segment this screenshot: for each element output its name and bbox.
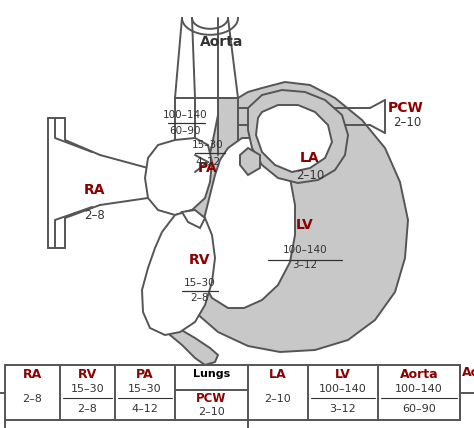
Polygon shape <box>142 210 215 335</box>
Text: 100–140: 100–140 <box>283 245 328 255</box>
Text: 4–12: 4–12 <box>132 404 158 414</box>
Text: 60–90: 60–90 <box>402 404 436 414</box>
Polygon shape <box>165 322 218 365</box>
Text: 2–8: 2–8 <box>85 208 105 222</box>
Polygon shape <box>248 90 348 183</box>
Polygon shape <box>198 138 295 308</box>
Text: 2–8: 2–8 <box>23 394 43 404</box>
Polygon shape <box>240 148 260 175</box>
Text: 2–10: 2–10 <box>296 169 324 181</box>
Text: RA: RA <box>84 183 106 197</box>
Text: PCW: PCW <box>196 392 227 405</box>
Text: 15–30: 15–30 <box>184 278 216 288</box>
Text: 4–12: 4–12 <box>195 157 220 167</box>
Text: 2–10: 2–10 <box>198 407 225 417</box>
Text: 100–140: 100–140 <box>319 384 367 394</box>
Text: Aorta: Aorta <box>462 366 474 380</box>
Text: LV: LV <box>335 369 351 381</box>
Text: LA: LA <box>300 151 320 165</box>
Text: 15–30: 15–30 <box>71 384 104 394</box>
Text: 3–12: 3–12 <box>292 260 318 270</box>
Text: 2–10: 2–10 <box>393 116 421 128</box>
Polygon shape <box>170 82 408 352</box>
Bar <box>5 365 460 420</box>
Text: 15–30: 15–30 <box>192 140 224 150</box>
Text: 2–8: 2–8 <box>191 293 209 303</box>
Text: RA: RA <box>23 369 42 381</box>
Text: 15–30: 15–30 <box>128 384 162 394</box>
Text: PA: PA <box>198 161 218 175</box>
Text: 2–8: 2–8 <box>78 404 98 414</box>
Text: Lungs: Lungs <box>193 369 230 379</box>
Text: 100–140: 100–140 <box>163 110 207 120</box>
Polygon shape <box>182 210 205 228</box>
Text: PA: PA <box>136 369 154 381</box>
Polygon shape <box>145 138 212 215</box>
Text: Aorta: Aorta <box>400 369 438 381</box>
Text: 2–10: 2–10 <box>264 394 292 404</box>
Text: RV: RV <box>78 369 97 381</box>
Text: RV: RV <box>189 253 211 267</box>
Text: 100–140: 100–140 <box>395 384 443 394</box>
Polygon shape <box>256 105 332 172</box>
Text: 60–90: 60–90 <box>169 126 201 136</box>
Text: LV: LV <box>296 218 314 232</box>
Text: 3–12: 3–12 <box>329 404 356 414</box>
Text: PCW: PCW <box>388 101 424 115</box>
Text: LA: LA <box>269 369 287 381</box>
Text: Aorta: Aorta <box>201 35 244 49</box>
